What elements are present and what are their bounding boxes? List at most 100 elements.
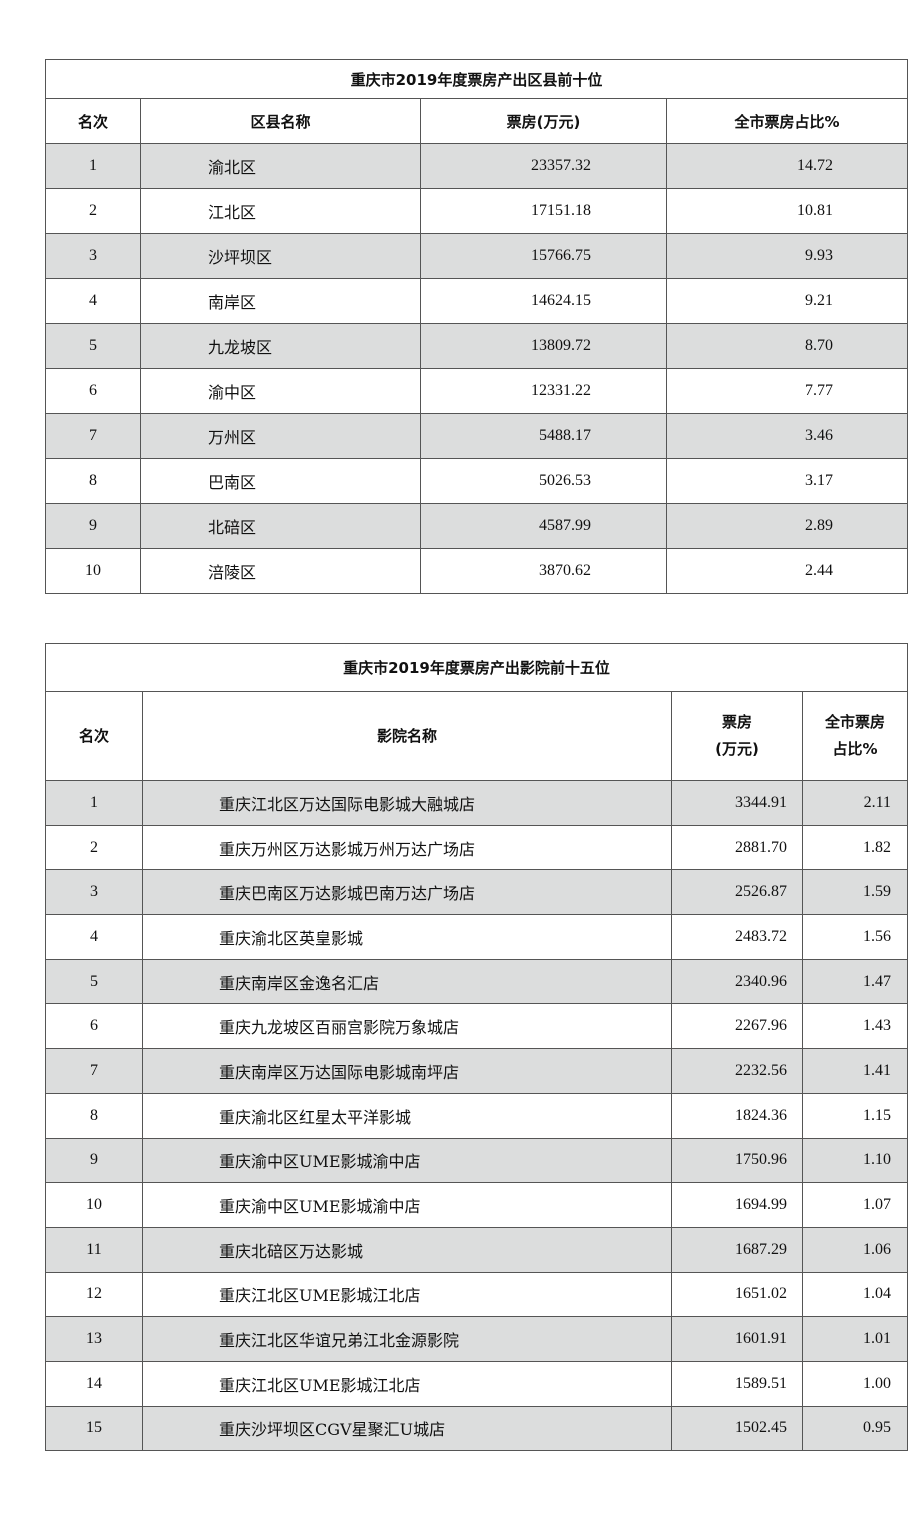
- box-office-cell: 1601.91: [671, 1316, 803, 1362]
- share-cell: 1.10: [802, 1137, 908, 1184]
- share-cell: 1.07: [802, 1182, 908, 1228]
- share-cell: 9.21: [666, 278, 908, 324]
- share-cell: 1.01: [802, 1316, 908, 1362]
- box-office-cell: 1824.36: [671, 1092, 803, 1139]
- rank-cell: 3: [45, 869, 143, 916]
- rank-cell: 1: [45, 780, 143, 826]
- rank-cell: 11: [45, 1226, 143, 1273]
- share-cell: 2.89: [666, 503, 908, 549]
- rank-cell: 3: [45, 233, 141, 279]
- rank-cell: 10: [45, 548, 141, 594]
- share-cell: 1.41: [802, 1048, 908, 1094]
- rank-cell: 8: [45, 1092, 143, 1139]
- cinema-name-cell: 重庆巴南区万达影城巴南万达广场店: [142, 869, 672, 916]
- box-office-cell: 14624.15: [420, 278, 667, 324]
- table-row: 15 重庆沙坪坝区CGV星聚汇U城店 1502.45 0.95: [45, 1405, 908, 1452]
- district-name-cell: 涪陵区: [140, 548, 421, 594]
- box-office-cell: 2881.70: [671, 824, 803, 871]
- rank-cell: 15: [45, 1405, 143, 1452]
- table-row: 11 重庆北碚区万达影城 1687.29 1.06: [45, 1226, 908, 1273]
- table-row: 12 重庆江北区UME影城江北店 1651.02 1.04: [45, 1271, 908, 1318]
- cinema-name-cell: 重庆江北区万达国际电影城大融城店: [142, 780, 672, 826]
- share-cell: 1.47: [802, 958, 908, 1005]
- share-cell: 1.82: [802, 824, 908, 871]
- share-cell: 10.81: [666, 188, 908, 234]
- cinema-name-cell: 重庆江北区UME影城江北店: [142, 1271, 672, 1318]
- cinema-name-cell: 重庆渝北区红星太平洋影城: [142, 1092, 672, 1139]
- cinema-name-cell: 重庆南岸区金逸名汇店: [142, 958, 672, 1005]
- box-office-cell: 3344.91: [671, 780, 803, 826]
- share-cell: 1.04: [802, 1271, 908, 1318]
- rank-cell: 4: [45, 914, 143, 960]
- share-cell: 3.46: [666, 413, 908, 459]
- box-office-cell: 1651.02: [671, 1271, 803, 1318]
- table-row: 3 沙坪坝区 15766.75 9.93: [45, 233, 908, 279]
- table-row: 10 涪陵区 3870.62 2.44: [45, 548, 908, 594]
- table-title: 重庆市2019年度票房产出影院前十五位: [45, 643, 908, 692]
- share-cell: 1.59: [802, 869, 908, 916]
- cinema-name-cell: 重庆沙坪坝区CGV星聚汇U城店: [142, 1405, 672, 1452]
- box-office-cell: 5488.17: [420, 413, 667, 459]
- box-office-cell: 17151.18: [420, 188, 667, 234]
- table-row: 4 南岸区 14624.15 9.21: [45, 278, 908, 324]
- share-cell: 0.95: [802, 1405, 908, 1452]
- cinema-name-cell: 重庆渝北区英皇影城: [142, 914, 672, 960]
- table-row: 13 重庆江北区华谊兄弟江北金源影院 1601.91 1.01: [45, 1316, 908, 1362]
- box-office-cell: 1694.99: [671, 1182, 803, 1228]
- rank-cell: 12: [45, 1271, 143, 1318]
- cinema-name-cell: 重庆江北区华谊兄弟江北金源影院: [142, 1316, 672, 1362]
- rank-cell: 13: [45, 1316, 143, 1362]
- box-office-cell: 23357.32: [420, 143, 667, 189]
- table-row: 7 重庆南岸区万达国际电影城南坪店 2232.56 1.41: [45, 1048, 908, 1094]
- header-cinema: 影院名称: [142, 691, 672, 781]
- rank-cell: 6: [45, 1003, 143, 1050]
- district-name-cell: 万州区: [140, 413, 421, 459]
- table-row: 9 北碚区 4587.99 2.89: [45, 503, 908, 549]
- box-office-cell: 1687.29: [671, 1226, 803, 1273]
- share-cell: 1.43: [802, 1003, 908, 1050]
- box-office-cell: 15766.75: [420, 233, 667, 279]
- table-row: 14 重庆江北区UME影城江北店 1589.51 1.00: [45, 1360, 908, 1407]
- rank-cell: 8: [45, 458, 141, 504]
- cinema-box-office-table: 重庆市2019年度票房产出影院前十五位 名次 影院名称 票房 (万元) 全市票房…: [45, 643, 908, 1452]
- box-office-cell: 4587.99: [420, 503, 667, 549]
- table-row: 5 重庆南岸区金逸名汇店 2340.96 1.47: [45, 958, 908, 1005]
- box-office-cell: 5026.53: [420, 458, 667, 504]
- box-office-cell: 2267.96: [671, 1003, 803, 1050]
- cinema-name-cell: 重庆北碚区万达影城: [142, 1226, 672, 1273]
- rank-cell: 2: [45, 188, 141, 234]
- box-office-cell: 2526.87: [671, 869, 803, 916]
- share-cell: 8.70: [666, 323, 908, 369]
- header-share: 全市票房占比%: [666, 98, 908, 144]
- header-share: 全市票房 占比%: [802, 691, 908, 781]
- box-office-cell: 13809.72: [420, 323, 667, 369]
- district-name-cell: 渝中区: [140, 368, 421, 414]
- share-cell: 1.06: [802, 1226, 908, 1273]
- district-box-office-table: 重庆市2019年度票房产出区县前十位 名次 区县名称 票房(万元) 全市票房占比…: [45, 59, 908, 594]
- district-name-cell: 沙坪坝区: [140, 233, 421, 279]
- share-cell: 2.44: [666, 548, 908, 594]
- share-cell: 2.11: [802, 780, 908, 826]
- rank-cell: 10: [45, 1182, 143, 1228]
- header-box-office: 票房(万元): [420, 98, 667, 144]
- rank-cell: 5: [45, 323, 141, 369]
- table-row: 6 渝中区 12331.22 7.77: [45, 368, 908, 414]
- table-row: 6 重庆九龙坡区百丽宫影院万象城店 2267.96 1.43: [45, 1003, 908, 1050]
- table-row: 2 重庆万州区万达影城万州万达广场店 2881.70 1.82: [45, 824, 908, 871]
- district-name-cell: 南岸区: [140, 278, 421, 324]
- table-row: 1 渝北区 23357.32 14.72: [45, 143, 908, 189]
- box-office-cell: 1750.96: [671, 1137, 803, 1184]
- share-cell: 1.00: [802, 1360, 908, 1407]
- share-cell: 7.77: [666, 368, 908, 414]
- rank-cell: 2: [45, 824, 143, 871]
- table-row: 4 重庆渝北区英皇影城 2483.72 1.56: [45, 914, 908, 960]
- table-row: 1 重庆江北区万达国际电影城大融城店 3344.91 2.11: [45, 780, 908, 826]
- table-row: 8 重庆渝北区红星太平洋影城 1824.36 1.15: [45, 1092, 908, 1139]
- cinema-name-cell: 重庆九龙坡区百丽宫影院万象城店: [142, 1003, 672, 1050]
- box-office-cell: 1589.51: [671, 1360, 803, 1407]
- rank-cell: 9: [45, 1137, 143, 1184]
- rank-cell: 7: [45, 413, 141, 459]
- box-office-cell: 3870.62: [420, 548, 667, 594]
- header-district: 区县名称: [140, 98, 421, 144]
- district-name-cell: 北碚区: [140, 503, 421, 549]
